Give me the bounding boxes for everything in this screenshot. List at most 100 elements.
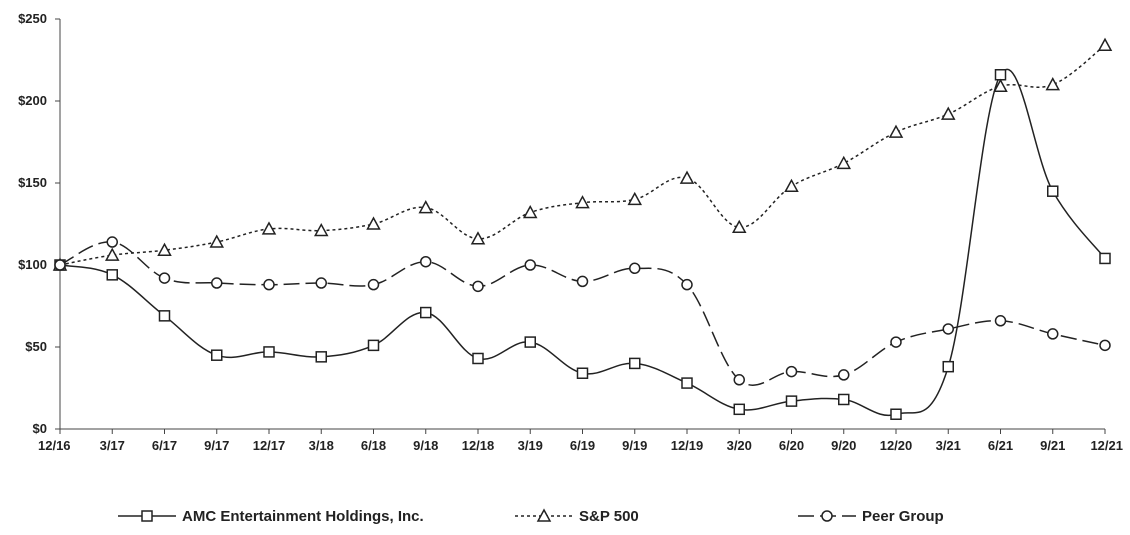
data-point-circle [629,262,641,275]
data-point-triangle [784,178,799,193]
data-point-triangle [522,204,538,219]
data-point-circle [994,315,1007,327]
x-tick-label: 9/20 [831,438,856,453]
data-point-circle [733,374,745,386]
data-point-square [367,339,380,352]
data-point-triangle [157,242,172,256]
legend-label-square: AMC Entertainment Holdings, Inc. [182,508,424,525]
data-point-square [472,352,484,365]
legend-label-circle: Peer Group [862,508,944,525]
data-point-circle [263,278,275,291]
x-tick-label: 12/21 [1090,438,1123,453]
data-point-square [263,346,275,358]
data-point-triangle [1045,77,1061,91]
data-point-square [890,408,902,420]
x-tick-label: 12/20 [880,438,913,453]
data-point-triangle [836,155,852,170]
legend-marker-square [141,510,153,522]
chart-legend: AMC Entertainment Holdings, Inc. S&P 500 P… [118,508,944,525]
data-point-circle [367,278,380,291]
data-point-circle [838,369,850,381]
data-point-circle [211,277,223,289]
data-point-square [994,69,1007,81]
data-point-triangle [470,231,486,245]
x-tick-label: 6/21 [988,438,1013,453]
x-tick-label: 6/18 [361,438,386,453]
data-point-square [785,395,798,407]
series-markers [52,37,1113,420]
data-point-circle [1047,328,1059,340]
data-point-square [576,367,589,379]
data-point-square [733,403,745,416]
data-point-square [1047,185,1059,197]
x-tick-label: 12/19 [671,438,704,453]
data-point-circle [1099,339,1111,352]
data-point-circle [472,280,484,293]
data-point-triangle [731,219,747,234]
y-tick-label: $150 [18,175,47,190]
y-axis-ticks: $0 $50 $100 $150 $200 $250 [18,11,60,436]
x-tick-label: 9/17 [204,438,229,453]
data-point-circle [106,236,118,248]
data-point-triangle [993,78,1008,92]
data-point-square [681,377,693,389]
data-point-circle [158,272,171,284]
data-point-square [838,393,850,406]
data-point-triangle [104,247,120,261]
data-point-circle [942,323,954,335]
data-point-square [629,357,641,370]
x-tick-label: 3/21 [936,438,961,453]
x-tick-label: 6/19 [570,438,595,453]
x-tick-label: 3/20 [727,438,752,453]
data-point-square [524,336,536,348]
data-point-circle [524,259,536,271]
data-point-triangle [418,200,434,214]
x-tick-label: 3/19 [518,438,543,453]
y-tick-label: $100 [18,257,47,272]
data-point-triangle [261,221,277,235]
data-point-circle [576,275,589,288]
legend-marker-circle [821,510,833,522]
series-line-triangle [59,44,1106,266]
data-point-circle [54,259,66,271]
data-point-square [106,269,118,281]
x-tick-label: 6/20 [779,438,804,453]
x-tick-label: 9/21 [1040,438,1065,453]
data-point-triangle [575,195,590,209]
data-point-triangle [940,106,956,120]
y-tick-label: $0 [33,421,47,436]
data-point-square [158,310,171,322]
data-point-triangle [627,191,643,206]
data-point-square [420,306,432,319]
data-point-triangle [888,124,904,138]
data-point-triangle [366,216,381,230]
data-point-square [942,360,954,373]
x-tick-label: 3/17 [100,438,125,453]
legend-label-triangle: S&P 500 [579,508,639,525]
x-tick-label: 12/16 [38,438,71,453]
data-point-triangle [679,170,695,184]
legend-marker-triangle [536,508,552,522]
x-tick-label: 9/18 [413,438,438,453]
data-point-circle [420,255,432,268]
x-tick-label: 3/18 [309,438,334,453]
series-line-square [59,68,1106,417]
data-point-circle [890,336,902,348]
x-tick-label: 9/19 [622,438,647,453]
x-tick-label: 12/18 [462,438,495,453]
y-tick-label: $250 [18,11,47,26]
data-point-triangle [313,222,329,237]
data-point-circle [785,365,798,378]
y-tick-label: $50 [25,339,47,354]
x-axis-ticks: 12/16 3/17 6/17 9/17 12/17 3/18 6/18 9/18 12/18 3… [38,429,1123,453]
data-point-triangle [209,234,225,248]
data-point-circle [681,278,693,291]
data-point-triangle [1097,37,1113,51]
x-tick-label: 12/17 [253,438,286,453]
x-tick-label: 6/17 [152,438,177,453]
data-point-square [315,351,327,363]
data-point-square [211,349,223,361]
y-tick-label: $200 [18,93,47,108]
data-point-circle [315,277,327,289]
